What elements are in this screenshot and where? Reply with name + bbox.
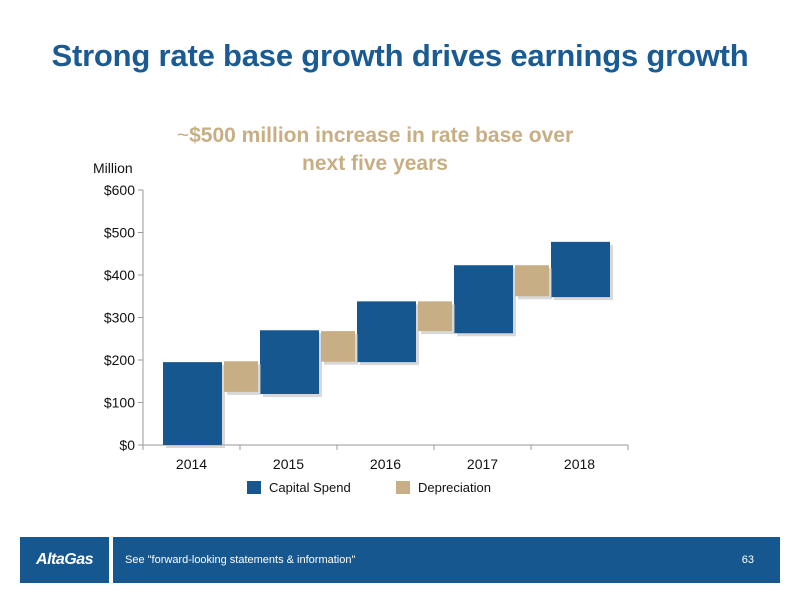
y-tick-label: $0	[119, 437, 135, 453]
legend-label-depreciation: Depreciation	[418, 480, 491, 495]
bar-depreciation	[224, 361, 258, 392]
bar-capital-spend	[551, 241, 610, 298]
bar-capital-spend	[454, 265, 513, 334]
forward-looking-statements-note: See "forward-looking statements & inform…	[125, 554, 356, 566]
bar-capital-spend	[357, 301, 416, 363]
y-tick-label: $200	[104, 352, 135, 368]
footer-divider	[109, 537, 113, 583]
footer-bar: AltaGas See "forward-looking statements …	[20, 537, 780, 583]
bar-capital-spend	[163, 362, 222, 445]
bar-capital-spend	[260, 330, 319, 394]
y-tick-label: $500	[104, 225, 135, 241]
y-axis-label: Million	[93, 160, 133, 176]
rate-base-callout: ~$500 million increase in rate base over…	[140, 122, 610, 178]
y-tick-label: $100	[104, 395, 135, 411]
chart-legend: Capital Spend Depreciation	[0, 480, 800, 500]
bar-depreciation	[321, 331, 355, 362]
bar-depreciation	[418, 301, 452, 332]
y-tick-label: $300	[104, 310, 135, 326]
altagas-logo: AltaGas	[36, 551, 93, 568]
legend-swatch-depreciation	[396, 481, 410, 494]
legend-item-capital-spend: Capital Spend	[247, 480, 351, 495]
y-tick-label: $600	[104, 182, 135, 198]
callout-line-1: $500 million increase in rate base over	[189, 124, 574, 147]
legend-swatch-capital-spend	[247, 481, 261, 494]
bar-depreciation	[515, 265, 549, 297]
x-tick-label: 2015	[273, 456, 304, 472]
y-tick-label: $400	[104, 267, 135, 283]
legend-item-depreciation: Depreciation	[396, 480, 491, 495]
legend-label-capital-spend: Capital Spend	[269, 480, 351, 495]
rate-base-waterfall-chart: $0 $100 $200 $300 $400 $500 $600 2014 2015 2016 20…	[104, 182, 629, 472]
x-tick-label: 2018	[564, 456, 595, 472]
x-tick-label: 2014	[176, 456, 207, 472]
x-tick-label: 2016	[370, 456, 401, 472]
callout-line-2: next five years	[302, 152, 448, 175]
slide-title: Strong rate base growth drives earnings …	[51, 38, 749, 73]
page-number: 63	[741, 554, 754, 566]
x-tick-label: 2017	[467, 456, 498, 472]
callout-tilde: ~	[176, 124, 190, 147]
